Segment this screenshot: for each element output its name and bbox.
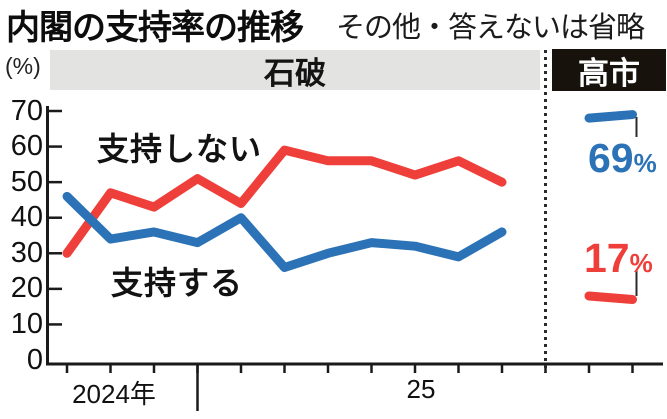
- y-axis-tick-label: 70: [10, 94, 43, 127]
- latest-approve-percent-sign: %: [633, 148, 657, 178]
- series-label-disapprove: 支持しない: [97, 131, 263, 167]
- y-axis-tick-label: 60: [10, 130, 43, 163]
- y-axis-tick-label: 50: [10, 165, 43, 198]
- latest-disapprove-number: 17: [584, 235, 630, 281]
- y-axis-tick-label: 0: [26, 343, 43, 376]
- era-label-takaichi: 高市: [578, 55, 640, 91]
- latest-disapprove-percent-sign: %: [629, 248, 653, 278]
- page-title: 内閣の支持率の推移: [6, 9, 304, 47]
- x-year-label-25: 25: [406, 374, 436, 404]
- era-band-takaichi: 高市: [552, 49, 666, 91]
- approve-line-takaichi: [584, 110, 637, 123]
- disapprove-line-takaichi: [584, 291, 637, 305]
- latest-approve-value: 69%: [588, 138, 657, 179]
- y-axis-tick-label: 30: [10, 236, 43, 269]
- y-axis-tick-label: 20: [10, 272, 43, 305]
- y-axis-unit-label: (%): [5, 53, 41, 79]
- latest-approve-number: 69: [588, 135, 634, 181]
- series-label-approve: 支持する: [111, 265, 244, 301]
- disapprove-line-ishiba: [62, 145, 507, 258]
- y-axis-tick-label: 10: [10, 307, 43, 340]
- x-year-label-2024: 2024年: [72, 379, 156, 409]
- era-band-ishiba: 石破: [50, 50, 540, 91]
- page-subtitle: その他・答えないは省略: [336, 12, 645, 44]
- y-axis-tick-label: 40: [10, 201, 43, 234]
- latest-disapprove-value: 17%: [584, 238, 653, 279]
- approve-line-ishiba: [62, 191, 507, 273]
- era-label-ishiba: 石破: [264, 55, 326, 91]
